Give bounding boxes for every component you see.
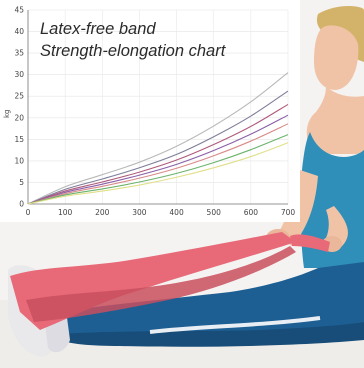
y-tick-label: 0	[19, 200, 24, 209]
y-tick-label: 25	[14, 92, 24, 101]
series-line-7	[27, 142, 289, 205]
chart-panel: 0 5 10 15 20 25 30 35 40 45 0 100 200 300 400 500 600 700…	[0, 0, 300, 222]
series-line-6	[27, 134, 289, 205]
x-tick-label: 0	[26, 208, 31, 217]
y-tick-label: 40	[14, 27, 24, 36]
face	[314, 25, 359, 90]
tank-top	[300, 132, 364, 268]
series-line-5	[27, 123, 289, 205]
chart-subtitle: Strength-elongation chart	[40, 42, 227, 60]
x-tick-label: 600	[244, 208, 259, 217]
chart-axes	[27, 10, 288, 205]
x-tick-label: 700	[281, 208, 296, 217]
series-line-2	[27, 90, 289, 205]
x-tick-label: 200	[95, 208, 110, 217]
y-tick-label: 45	[14, 6, 24, 15]
chart-title: Latex-free band	[40, 20, 156, 38]
y-tick-label: 30	[14, 70, 24, 79]
series-line-3	[27, 103, 289, 205]
y-tick-label: 35	[14, 49, 24, 58]
y-tick-label: 10	[14, 156, 24, 165]
chart-background	[0, 0, 300, 222]
series-line-4	[27, 114, 289, 205]
x-tick-label: 100	[58, 208, 73, 217]
y-tick-label: 15	[14, 135, 24, 144]
chart-ticks: 0 5 10 15 20 25 30 35 40 45 0 100 200 300 400 500 600 700	[14, 6, 295, 218]
x-tick-label: 400	[169, 208, 184, 217]
series-line-1	[27, 72, 289, 205]
y-axis-label: kg	[3, 110, 11, 119]
chart-series	[27, 72, 289, 205]
y-tick-label: 20	[14, 113, 24, 122]
y-tick-label: 5	[19, 178, 24, 187]
x-tick-label: 300	[132, 208, 147, 217]
x-tick-label: 500	[207, 208, 222, 217]
